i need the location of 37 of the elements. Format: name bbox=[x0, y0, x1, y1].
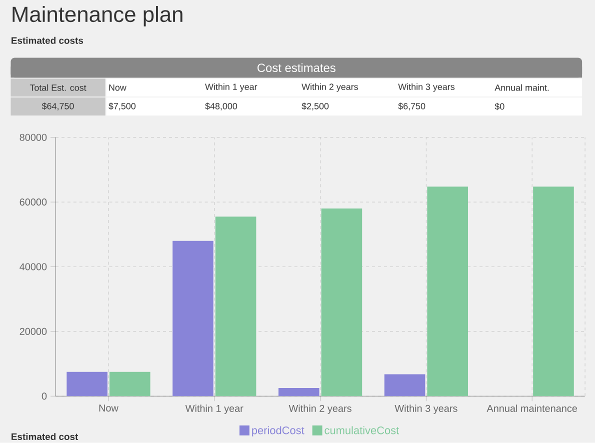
x-tick-label: Annual maintenance bbox=[486, 404, 577, 412]
bar bbox=[66, 372, 108, 396]
text: $64,750 bbox=[42, 102, 74, 110]
text: $48,000 bbox=[205, 102, 238, 110]
y-tick-label: 60000 bbox=[20, 198, 47, 206]
y-tick-label: 20000 bbox=[20, 328, 47, 335]
text: $2,500 bbox=[302, 102, 329, 110]
x-tick-label: Within 2 years bbox=[288, 404, 352, 414]
category-label: Within 1 year bbox=[205, 83, 258, 92]
x-tick-label: Now bbox=[99, 404, 118, 412]
bar bbox=[384, 374, 426, 396]
category-label: Now bbox=[109, 84, 126, 91]
y-tick-label: 40000 bbox=[20, 263, 47, 270]
bar bbox=[278, 388, 320, 396]
category-label: Annual maint. bbox=[494, 84, 549, 91]
bar bbox=[172, 240, 214, 396]
bar bbox=[109, 372, 150, 396]
bar bbox=[321, 208, 362, 396]
text: $7,500 bbox=[108, 102, 136, 110]
category-label: Total Est. cost bbox=[30, 84, 86, 91]
bar bbox=[215, 216, 256, 396]
x-tick-label: Within 1 year bbox=[185, 404, 244, 414]
category-label: Within 3 years bbox=[398, 83, 455, 92]
category-label: Within 2 years bbox=[302, 83, 358, 92]
text: Maintenance plan bbox=[12, 6, 182, 26]
text: Cost estimates bbox=[258, 63, 336, 72]
y-tick-label: 0 bbox=[42, 392, 47, 400]
bar bbox=[427, 186, 468, 396]
x-tick-label: Within 3 years bbox=[394, 404, 458, 414]
text: $6,750 bbox=[398, 102, 426, 110]
bar bbox=[533, 186, 574, 396]
text: $0 bbox=[494, 102, 504, 110]
legend-label: cumulativeCost bbox=[324, 426, 400, 434]
text: Estimated costs bbox=[12, 36, 84, 44]
legend-label: periodCost bbox=[252, 426, 304, 436]
text: Estimated cost bbox=[12, 433, 78, 440]
y-tick-label: 80000 bbox=[20, 134, 47, 141]
